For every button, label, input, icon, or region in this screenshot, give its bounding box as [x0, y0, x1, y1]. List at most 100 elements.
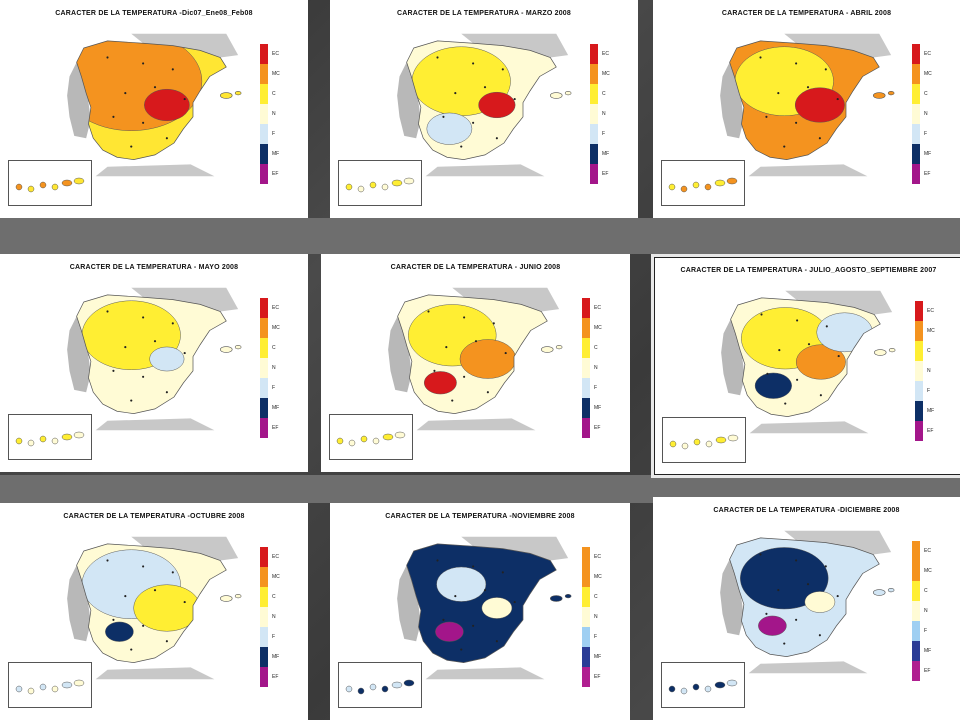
temperature-legend: EC MC C N F MF EF [912, 541, 932, 681]
legend-item: N [260, 358, 280, 378]
legend-item: EC [590, 44, 610, 64]
canary-island [369, 683, 377, 691]
map-panel-noviembre: CARACTER DE LA TEMPERATURA -NOVIEMBRE 20… [330, 503, 630, 720]
temperature-region [435, 621, 464, 642]
legend-swatch [912, 621, 920, 641]
station-marker [818, 137, 821, 140]
legend-swatch [912, 561, 920, 581]
legend-label: C [594, 345, 598, 351]
canary-island [726, 679, 738, 687]
france-landmass [131, 287, 239, 312]
temperature-region [804, 591, 836, 613]
station-marker [795, 618, 798, 621]
canary-island [681, 442, 689, 450]
legend-item: MF [260, 144, 280, 164]
legend-item: MF [582, 398, 602, 418]
legend-swatch [260, 358, 268, 378]
legend-item: C [260, 84, 280, 104]
station-marker [759, 553, 762, 556]
balearic-island [887, 91, 895, 96]
legend-swatch [582, 298, 590, 318]
station-marker [130, 399, 133, 402]
legend-item: N [582, 607, 602, 627]
legend-swatch [912, 641, 920, 661]
legend-swatch [260, 667, 268, 687]
legend-swatch [582, 647, 590, 667]
balearic-island [887, 588, 895, 593]
canary-islands-inset [329, 414, 413, 460]
station-marker [819, 394, 822, 397]
legend-item: EC [582, 547, 602, 567]
legend-swatch [915, 341, 923, 361]
station-marker [795, 62, 798, 65]
legend-swatch [590, 124, 598, 144]
canary-islands-inset [662, 417, 746, 463]
legend-item: EF [582, 418, 602, 438]
temperature-region [149, 346, 185, 372]
france-landmass [461, 536, 569, 561]
legend-item: EC [260, 44, 280, 64]
station-marker [165, 137, 168, 140]
africa-landmass [95, 418, 215, 431]
station-marker [442, 115, 445, 118]
legend-label: EC [927, 308, 934, 314]
temperature-region [459, 339, 517, 379]
legend-swatch [582, 587, 590, 607]
legend-item: MF [912, 144, 932, 164]
legend-label: MC [594, 325, 602, 331]
canary-island [726, 177, 738, 185]
canary-islands-inset [8, 414, 92, 460]
canary-island [705, 440, 713, 448]
legend-label: EC [272, 51, 279, 57]
temperature-region [794, 87, 845, 123]
temperature-legend: EC MC C N F MF EF [260, 298, 280, 438]
temperature-region [436, 566, 487, 602]
legend-item: N [260, 607, 280, 627]
spain-temperature-map [67, 536, 242, 680]
legend-swatch [590, 144, 598, 164]
legend-item: EC [582, 298, 602, 318]
legend-item: EF [912, 661, 932, 681]
legend-label: C [602, 91, 606, 97]
legend-swatch [582, 318, 590, 338]
station-marker [427, 310, 430, 313]
station-marker [106, 310, 109, 313]
station-marker [463, 316, 466, 319]
station-marker [824, 565, 827, 568]
legend-swatch [912, 124, 920, 144]
station-marker [153, 340, 157, 343]
station-marker [825, 325, 828, 328]
legend-label: C [272, 345, 276, 351]
station-marker [486, 391, 489, 394]
balearic-island [873, 589, 886, 596]
legend-swatch [915, 321, 923, 341]
legend-swatch [912, 661, 920, 681]
station-marker [807, 343, 811, 346]
balearic-island [234, 91, 242, 96]
balearic-island [220, 92, 233, 99]
legend-item: F [582, 627, 602, 647]
panel-title: CARACTER DE LA TEMPERATURA -Dic07_Ene08_… [55, 10, 253, 17]
legend-item: EF [590, 164, 610, 184]
spain-temperature-map [388, 287, 563, 431]
canary-island [336, 437, 344, 445]
legend-swatch [260, 104, 268, 124]
france-landmass [785, 290, 893, 315]
station-marker [783, 642, 786, 645]
legend-swatch [582, 547, 590, 567]
legend-label: MF [272, 151, 280, 157]
station-marker [837, 354, 840, 358]
legend-swatch [260, 398, 268, 418]
balearic-island [234, 594, 242, 599]
station-marker [436, 56, 439, 59]
legend-label: EC [594, 554, 601, 560]
africa-landmass [425, 667, 545, 680]
station-marker [130, 145, 133, 148]
legend-item: C [582, 338, 602, 358]
legend-swatch [582, 567, 590, 587]
france-landmass [131, 536, 239, 561]
station-marker [513, 97, 516, 101]
legend-item: MF [915, 401, 935, 421]
station-marker [796, 319, 799, 322]
france-landmass [461, 33, 569, 58]
